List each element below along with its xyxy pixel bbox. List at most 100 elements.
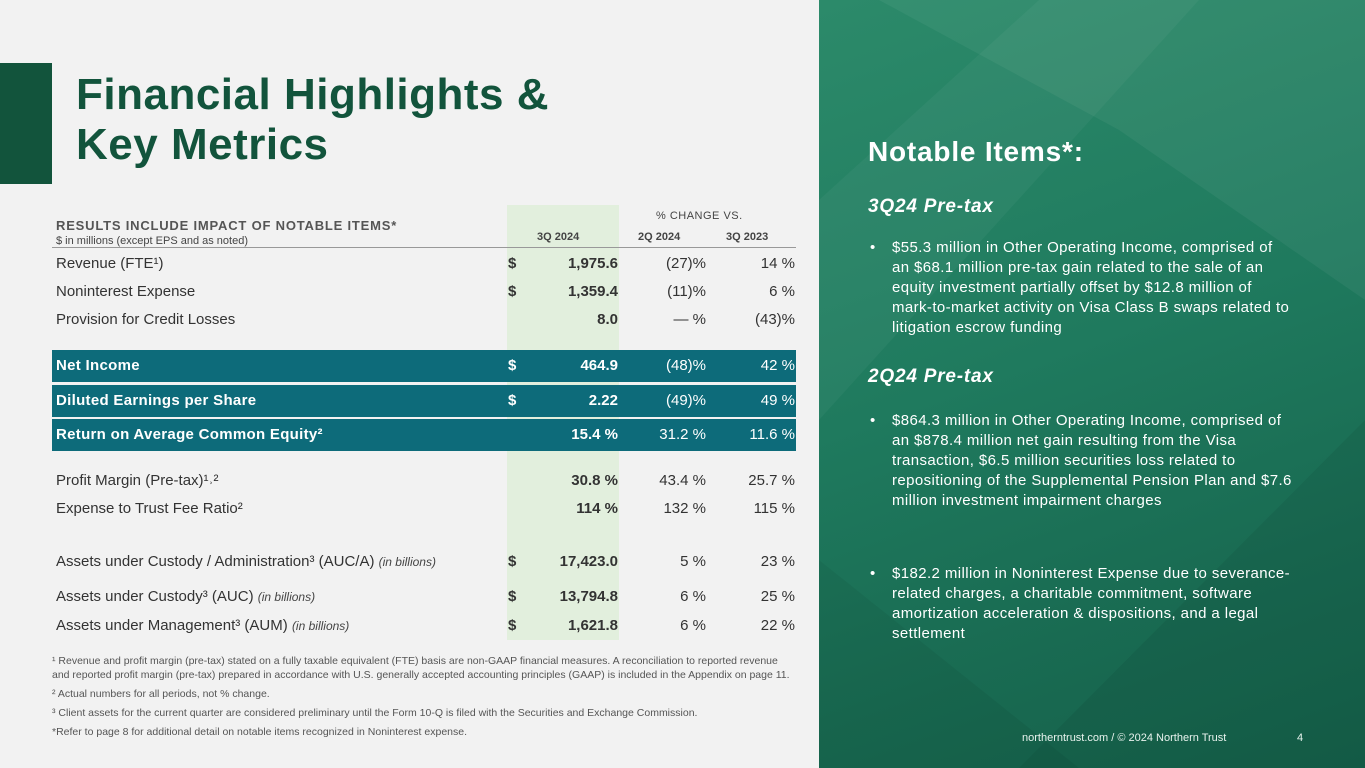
bullet-dot: • [870,412,876,429]
row-label: Profit Margin (Pre-tax)¹˒² [56,472,219,489]
row-label: Noninterest Expense [56,283,196,300]
table-title: RESULTS INCLUDE IMPACT OF NOTABLE ITEMS* [56,218,398,233]
row-change-3q2023: 6 % [769,283,795,300]
footnotes: ¹ Revenue and profit margin (pre-tax) st… [52,654,797,744]
row-value-3q2024: 464.9 [580,357,618,374]
bullet-text: $182.2 million in Noninterest Expense du… [892,565,1291,642]
notable-bullet-2q24-expense: • $182.2 million in Noninterest Expense … [870,564,1292,644]
bullet-text: $864.3 million in Other Operating Income… [892,412,1292,509]
footnote-4: *Refer to page 8 for additional detail o… [52,726,468,738]
row-value-3q2024: 1,975.6 [567,255,618,272]
col-header-2q2024: 2Q 2024 [638,231,681,243]
row-change-2q2024: 132 % [663,500,706,517]
row-change-2q2024: (48)% [665,357,706,374]
footnote-3: ³ Client assets for the current quarter … [52,707,698,719]
row-value-3q2024: 17,423.0 [559,553,618,570]
panel-background-pattern [819,0,1365,768]
row-label: Assets under Management³ (AUM) [56,617,288,634]
row-change-3q2023: 115 % [753,500,795,517]
row-change-2q2024: (27)% [665,255,706,272]
bullet-dot: • [870,565,876,582]
deco-shape [819,0,1199,420]
row-dollar: $ [508,553,517,570]
table-row-diluted-eps: Diluted Earnings per Share $ 2.22 (49)% … [52,385,796,417]
row-dollar: $ [508,392,517,409]
row-change-2q2024: 31.2 % [659,426,706,443]
row-change-3q2023: 25 % [760,588,795,605]
deco-shape [819,560,1079,768]
notable-subheading-2q24: 2Q24 Pre-tax [868,366,994,387]
row-change-3q2023: (43)% [754,311,795,328]
row-dollar: $ [508,588,517,605]
row-unit-note: (in billions) [378,555,436,569]
bullet-text: $55.3 million in Other Operating Income,… [892,239,1290,336]
change-vs-label: % CHANGE VS. [656,210,743,222]
row-change-3q2023: 14 % [760,255,795,272]
row-change-2q2024: 5 % [680,553,706,570]
row-label: Diluted Earnings per Share [56,392,257,409]
notable-bullet-3q24: • $55.3 million in Other Operating Incom… [870,238,1292,338]
table-row-auca: Assets under Custody / Administration³ (… [52,548,796,576]
page-title-line1: Financial Highlights & [76,70,550,119]
table-row-profit-margin: Profit Margin (Pre-tax)¹˒² 30.8 % 43.4 %… [52,467,796,495]
row-change-3q2023: 42 % [760,357,795,374]
row-unit-note: (in billions) [291,619,350,633]
row-change-2q2024: — % [673,311,706,328]
notable-bullet-2q24-income: • $864.3 million in Other Operating Inco… [870,411,1292,511]
row-value-3q2024: 1,621.8 [567,617,618,634]
table-row-noninterest-expense: Noninterest Expense $ 1,359.4 (11)% 6 % [52,278,796,306]
row-value-3q2024: 1,359.4 [567,283,618,300]
row-change-3q2023: 49 % [760,392,795,409]
notable-items-panel: Notable Items*: 3Q24 Pre-tax • $55.3 mil… [819,0,1365,768]
row-label: Net Income [56,357,140,374]
footnote-1: ¹ Revenue and profit margin (pre-tax) st… [52,655,790,681]
row-change-2q2024: 6 % [680,617,706,634]
row-change-3q2023: 22 % [760,617,795,634]
row-value-3q2024: 114 % [576,500,618,517]
row-value-3q2024: 30.8 % [571,472,618,489]
row-dollar: $ [508,617,517,634]
row-change-3q2023: 11.6 % [749,426,795,443]
bullet-dot: • [870,239,876,256]
table-row-auc: Assets under Custody³ (AUC) (in billions… [52,583,796,611]
table-subtitle: $ in millions (except EPS and as noted) [56,235,248,247]
row-label-wrap: Assets under Custody / Administration³ (… [56,548,436,576]
row-dollar: $ [508,357,517,374]
row-change-2q2024: (49)% [665,392,706,409]
page-title: Financial Highlights & Key Metrics [76,70,549,170]
row-label: Return on Average Common Equity² [56,426,323,443]
notable-items-title: Notable Items*: [868,136,1084,167]
table-row-aum: Assets under Management³ (AUM) (in billi… [52,612,796,640]
table-row-expense-trust-ratio: Expense to Trust Fee Ratio² 114 % 132 % … [52,495,796,523]
table-row-roe: Return on Average Common Equity² 15.4 % … [52,419,796,451]
row-change-2q2024: 43.4 % [659,472,706,489]
deco-shape [879,0,1365,300]
table-row-revenue: Revenue (FTE¹) $ 1,975.6 (27)% 14 % [52,250,796,278]
row-label: Assets under Custody / Administration³ (… [56,553,375,570]
footer-copyright: northerntrust.com / © 2024 Northern Trus… [1022,732,1227,744]
row-dollar: $ [508,255,517,272]
footnote-2: ² Actual numbers for all periods, not % … [52,688,270,700]
row-label: Assets under Custody³ (AUC) [56,588,254,605]
row-change-3q2023: 25.7 % [748,472,795,489]
page-title-line2: Key Metrics [76,120,329,169]
row-value-3q2024: 2.22 [588,392,618,409]
table-row-provision: Provision for Credit Losses 8.0 — % (43)… [52,306,796,334]
deco-shape [1019,420,1365,768]
row-label: Expense to Trust Fee Ratio² [56,500,243,517]
page-number: 4 [1297,732,1304,744]
table-row-net-income: Net Income $ 464.9 (48)% 42 % [52,350,796,382]
row-value-3q2024: 15.4 % [571,426,618,443]
row-change-2q2024: (11)% [667,283,706,300]
row-value-3q2024: 8.0 [597,311,618,328]
row-unit-note: (in billions) [257,590,316,604]
row-label: Provision for Credit Losses [56,311,236,328]
col-header-3q2023: 3Q 2023 [726,231,769,243]
col-header-3q2024: 3Q 2024 [537,231,580,243]
row-label: Revenue (FTE¹) [56,255,164,272]
row-label-wrap: Assets under Custody³ (AUC) (in billions… [56,583,315,611]
row-value-3q2024: 13,794.8 [559,588,618,605]
row-change-3q2023: 23 % [760,553,795,570]
header-divider [52,247,796,248]
notable-subheading-3q24: 3Q24 Pre-tax [868,196,994,217]
